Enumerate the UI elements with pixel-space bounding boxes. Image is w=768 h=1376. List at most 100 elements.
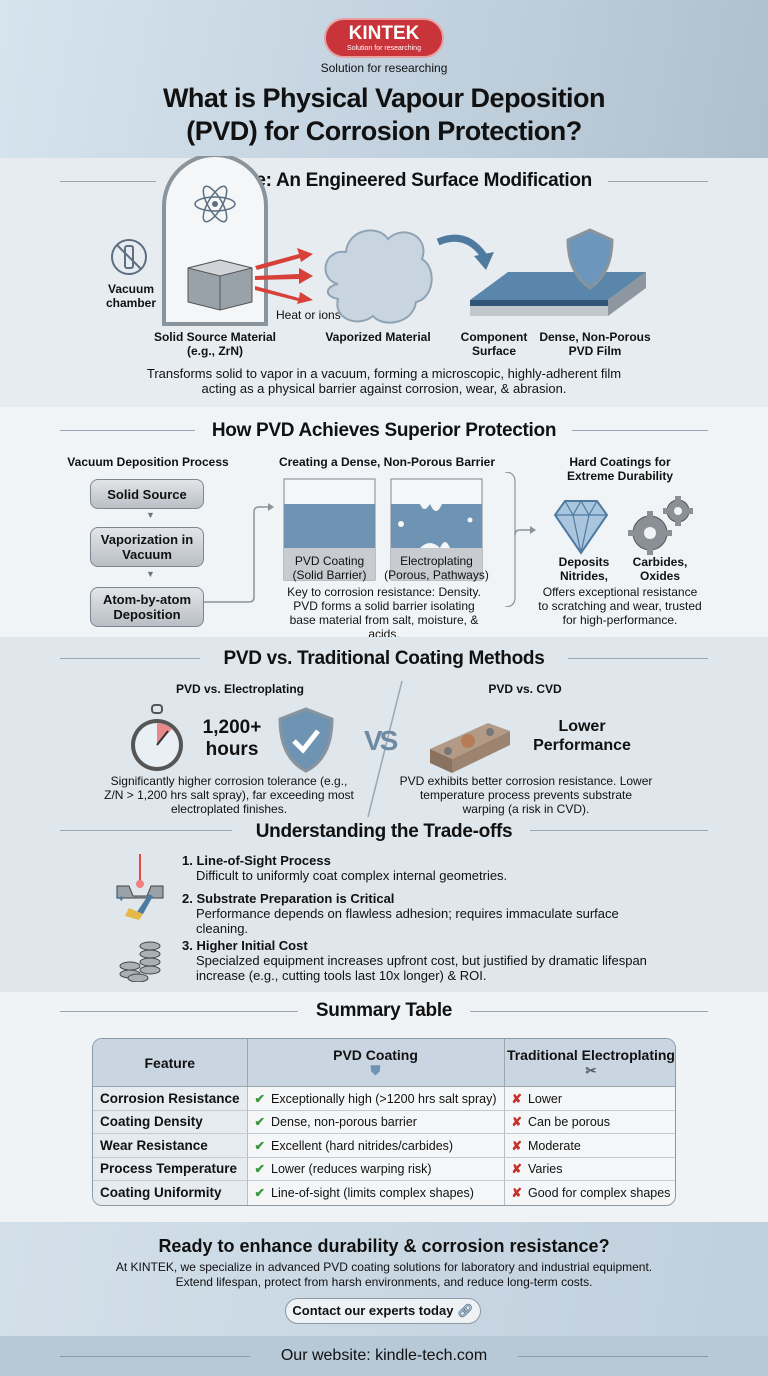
step-vaporization: Vaporization in Vacuum (90, 527, 204, 567)
check-icon: ✔ (254, 1115, 266, 1130)
cross-icon: ✘ (511, 1186, 522, 1201)
carbides-label: Carbides, Oxides (632, 555, 688, 583)
cross-icon: ✘ (511, 1091, 522, 1106)
heat-label: Heat or ions (276, 308, 341, 322)
core-section: At its core: An Engineered Surface Modif… (0, 156, 768, 407)
check-icon: ✔ (254, 1186, 266, 1201)
table-row: Process Temperature ✔ Lower (reduces warp… (93, 1157, 675, 1181)
core-description: Transforms solid to vapor in a vacuum, f… (146, 366, 622, 396)
check-icon: ✔ (254, 1162, 266, 1177)
coated-surface-icon (470, 228, 646, 316)
brush-icon: ✦ (117, 894, 153, 920)
how-section: How PVD Achieves Superior Protection Vac… (0, 407, 768, 641)
link-icon: 🔗︎ (457, 1303, 474, 1318)
electroplating-cross-section-icon (390, 478, 483, 581)
hard-coatings-title: Hard Coatings for Extreme Durability (566, 455, 674, 483)
tradeoff-item: 3. Higher Initial Cost Specialzed equipm… (182, 938, 647, 983)
cta-section: Ready to enhance durability & corrosion … (0, 1222, 768, 1336)
barrier-description: Key to corrosion resistance: Density. PV… (287, 585, 481, 641)
cta-line1: At KINTEK, we specialize in advanced PVD… (115, 1260, 653, 1274)
pvd-cell: ✔ Line-of-sight (limits complex shapes) (248, 1181, 505, 1205)
table-row: Coating Density ✔ Dense, non-porous barri… (93, 1110, 675, 1134)
column-header: Feature (93, 1039, 248, 1087)
website-link[interactable]: Our website: kindle-tech.com (280, 1347, 488, 1364)
vapor-label: Vaporized Material (325, 330, 431, 344)
logo: KINTEK Solution for researching (324, 18, 444, 58)
lower-performance-label: Lower Performance (533, 718, 631, 754)
compare-section: PVD vs. Traditional Coating Methods PVD … (0, 637, 768, 820)
pvd-coating-label: PVD Coating (Solid Barrier) (292, 554, 367, 582)
deposits-label: Deposits Nitrides, (558, 555, 610, 583)
stopwatch-icon (131, 704, 183, 771)
electroplating-cell: ✘ Lower (504, 1087, 675, 1111)
check-icon: ✔ (254, 1091, 266, 1106)
page-title: What is Physical Vapour Deposition (PVD)… (162, 83, 606, 146)
rusty-metal-icon (430, 723, 510, 773)
film-label: Dense, Non-Porous PVD Film (539, 330, 651, 358)
pvd-cross-section-icon (283, 478, 376, 581)
check-icon: ✔ (254, 1138, 266, 1153)
electroplating-label: Electroplating (Porous, Pathways) (384, 554, 489, 582)
section-heading: How PVD Achieves Superior Protection (211, 420, 557, 441)
tradeoffs-section: Understanding the Trade-offs ✦ 1. Line-o… (0, 820, 768, 992)
vacuum-chamber-icon (162, 156, 268, 326)
hours-value: 1,200+ hours (202, 717, 262, 760)
shield-check-icon (278, 707, 334, 773)
cta-line2: Extend lifespan, protect from harsh envi… (175, 1275, 593, 1289)
heat-arrows-icon (255, 248, 313, 304)
table-row: Corrosion Resistance ✔ Exceptionally high… (93, 1087, 675, 1111)
contact-button[interactable]: Contact our experts today 🔗︎ (285, 1298, 481, 1324)
source-label: Solid Source Material (e.g., ZrN) (153, 330, 277, 358)
electroplating-cell: ✘ Can be porous (504, 1111, 675, 1134)
component-label: Component Surface (460, 330, 528, 358)
tradeoff-item: 1. Line-of-Sight Process Difficult to un… (182, 853, 508, 883)
column-header: PVD Coating ⛊ (247, 1039, 505, 1087)
svg-text:✦: ✦ (117, 894, 125, 905)
shield-icon: ⛊ (370, 1062, 381, 1078)
process-title: Vacuum Deposition Process (67, 455, 229, 469)
pvd-cell: ✔ Excellent (hard nitrides/carbides) (247, 1134, 505, 1158)
curved-arrow-icon (436, 234, 494, 270)
section-heading: PVD vs. Traditional Coating Methods (223, 648, 545, 669)
feature-cell: Coating Uniformity (93, 1181, 248, 1205)
gears-icon (628, 496, 693, 555)
cross-icon: ✘ (511, 1162, 522, 1177)
step-solid-source: Solid Source (90, 479, 204, 509)
section-heading: Understanding the Trade-offs (255, 821, 513, 842)
vacuum-label: Vacuum chamber (105, 282, 157, 310)
left-compare-title: PVD vs. Electroplating (175, 682, 305, 696)
left-compare-description: Significantly higher corrosion tolerance… (104, 774, 354, 816)
header: KINTEK Solution for researching Solution… (0, 0, 768, 158)
vs-label: VS (364, 725, 398, 756)
vacuum-icon (111, 239, 147, 275)
section-heading: At its core: An Engineered Surface Modif… (176, 170, 592, 191)
laser-icon (116, 854, 164, 899)
tools-icon: ✂ (585, 1062, 597, 1078)
diamond-icon (553, 499, 609, 555)
pvd-cell: ✔ Exceptionally high (>1200 hrs salt spra… (247, 1087, 505, 1111)
tradeoff-item: 2. Substrate Preparation is Critical Per… (182, 891, 619, 936)
tagline: Solution for researching (320, 61, 448, 75)
flow-arrow-icon (504, 472, 536, 607)
table-row: Wear Resistance ✔ Excellent (hard nitride… (93, 1134, 675, 1158)
cta-heading: Ready to enhance durability & corrosion … (158, 1236, 610, 1256)
hard-coatings-description: Offers exceptional resistance to scratch… (538, 585, 702, 627)
flow-arrow-icon (204, 503, 274, 603)
cross-icon: ✘ (511, 1115, 522, 1130)
pvd-cell: ✔ Dense, non-porous barrier (247, 1110, 505, 1134)
table-row: Coating Uniformity ✔ Line-of-sight (limit… (93, 1181, 675, 1205)
section-heading: Summary Table (315, 1000, 453, 1021)
pvd-cell: ✔ Lower (reduces warping risk) (247, 1157, 505, 1181)
vapor-cloud-icon (324, 229, 433, 324)
electroplating-cell: ✘ Moderate (504, 1134, 675, 1158)
feature-cell: Process Temperature (93, 1157, 248, 1181)
divider-line (367, 680, 403, 818)
step-deposition: Atom-by-atom Deposition (90, 587, 204, 627)
electroplating-cell: ✘ Good for complex shapes (511, 1186, 671, 1201)
footer: Our website: kindle-tech.com (0, 1336, 768, 1376)
feature-cell: Corrosion Resistance (93, 1087, 248, 1111)
column-header: Traditional Electroplating ✂ (504, 1039, 675, 1087)
right-compare-description: PVD exhibits better corrosion resistance… (399, 774, 653, 816)
summary-table: Feature PVD Coating ⛊ Traditional Electro… (92, 1038, 676, 1206)
cross-icon: ✘ (511, 1138, 522, 1153)
